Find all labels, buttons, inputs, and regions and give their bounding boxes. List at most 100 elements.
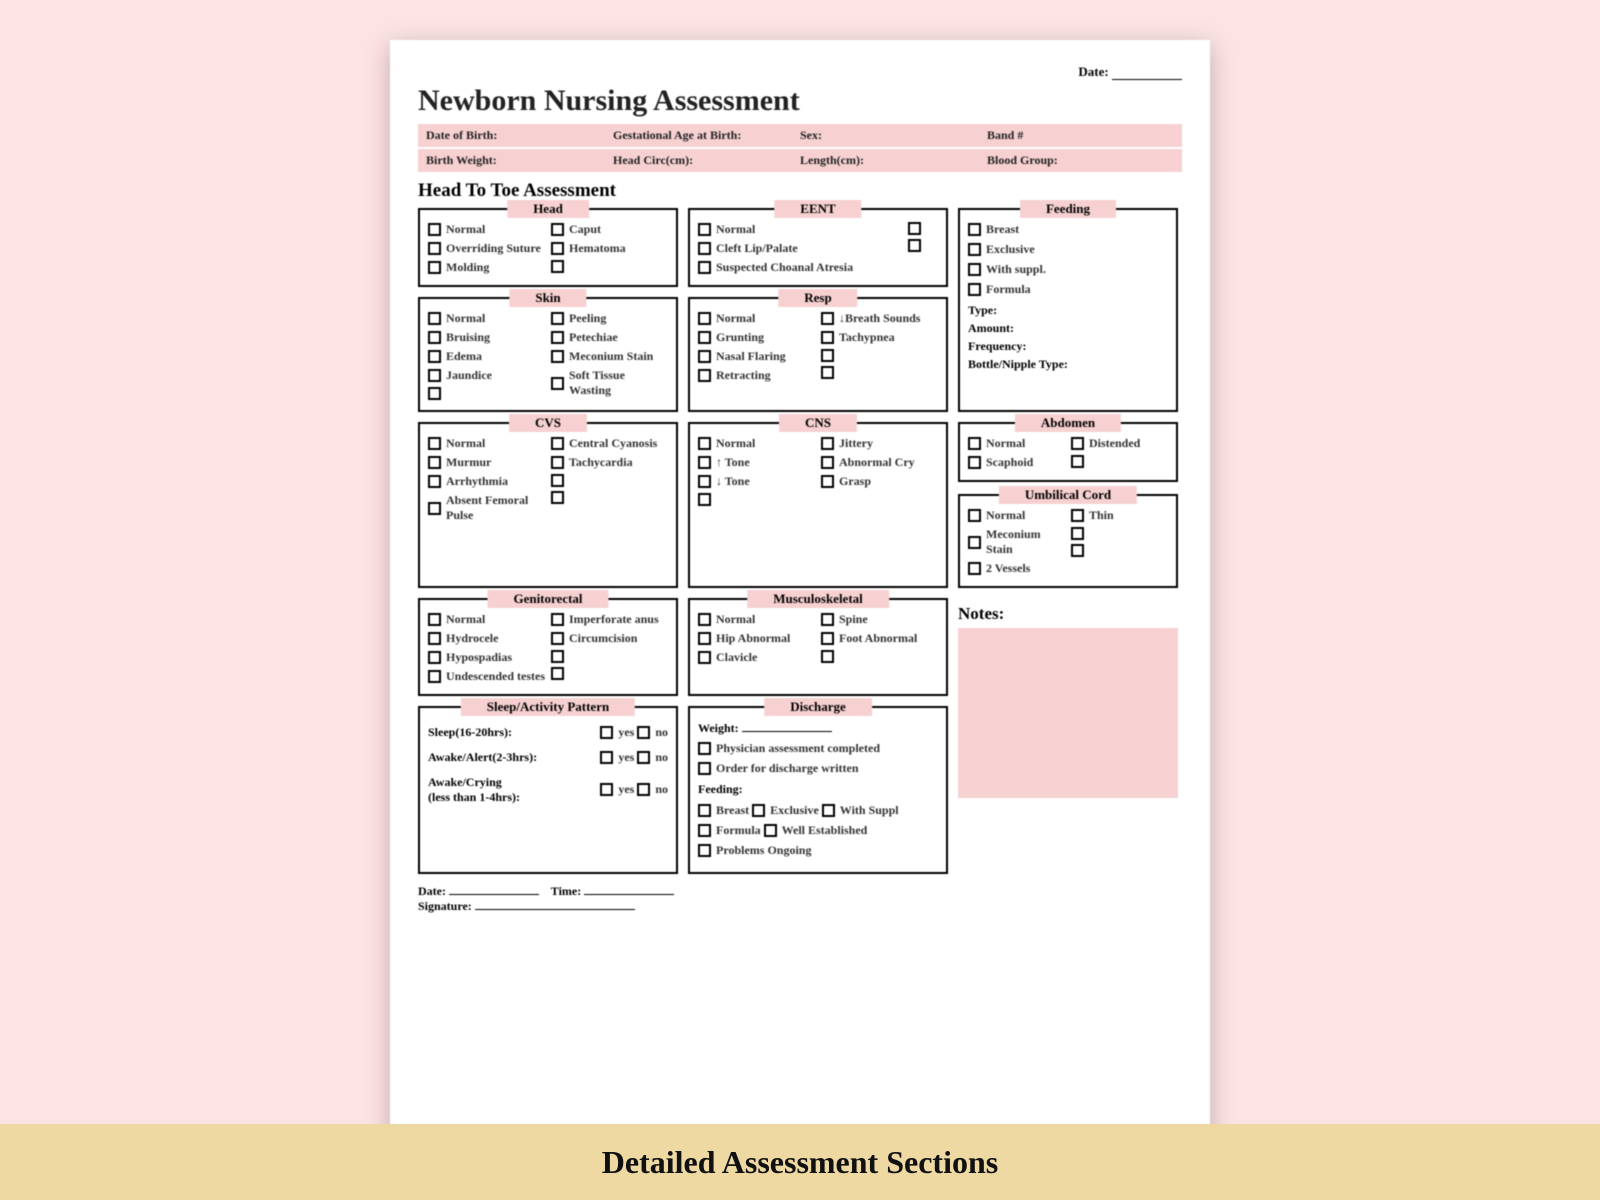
- info-hc: Head Circ(cm):: [613, 153, 800, 168]
- checkbox-item[interactable]: Normal: [698, 311, 815, 326]
- checkbox-item[interactable]: Formula: [968, 282, 1031, 297]
- checkbox-item[interactable]: Circumcision: [551, 631, 668, 646]
- checkbox-item[interactable]: Thin: [1071, 508, 1168, 523]
- box-sleep: Sleep/Activity Pattern Sleep(16-20hrs):y…: [418, 706, 678, 874]
- checkbox-item[interactable]: Arrhythmia: [428, 474, 545, 489]
- checkbox-item[interactable]: [908, 222, 938, 235]
- info-ga: Gestational Age at Birth:: [613, 128, 800, 143]
- checkbox-item[interactable]: With suppl.: [968, 262, 1046, 277]
- checkbox-item[interactable]: Normal: [428, 612, 545, 627]
- checkbox-item[interactable]: [551, 667, 668, 680]
- checkbox-item[interactable]: Grasp: [821, 474, 938, 489]
- checkbox-item[interactable]: Bruising: [428, 330, 545, 345]
- checkbox-item[interactable]: Peeling: [551, 311, 668, 326]
- info-sex: Sex:: [800, 128, 987, 143]
- checkbox-item[interactable]: Normal: [698, 612, 815, 627]
- checkbox-item[interactable]: Normal: [968, 508, 1065, 523]
- checkbox-item[interactable]: [551, 260, 668, 273]
- checkbox-item[interactable]: Overriding Suture: [428, 241, 545, 256]
- checkbox-item[interactable]: Breast: [698, 803, 749, 818]
- checkbox-item[interactable]: Exclusive: [752, 803, 819, 818]
- caption-bar: Detailed Assessment Sections: [0, 1124, 1600, 1200]
- checkbox-item[interactable]: Molding: [428, 260, 545, 275]
- checkbox-item[interactable]: Imperforate anus: [551, 612, 668, 627]
- checkbox-item[interactable]: Physician assessment completed: [698, 741, 880, 756]
- checkbox-item[interactable]: Normal: [428, 436, 545, 451]
- checkbox-item[interactable]: ↑ Tone: [698, 455, 815, 470]
- checkbox-item[interactable]: Normal: [428, 311, 545, 326]
- checkbox-item[interactable]: Retracting: [698, 368, 815, 383]
- checkbox-item[interactable]: Well Established: [764, 823, 868, 838]
- checkbox-item[interactable]: Hematoma: [551, 241, 668, 256]
- checkbox-item[interactable]: Normal: [428, 222, 545, 237]
- checkbox-item[interactable]: Cleft Lip/Palate: [698, 241, 902, 256]
- checkbox-item[interactable]: Order for discharge written: [698, 761, 859, 776]
- checkbox-item[interactable]: no: [637, 750, 668, 765]
- checkbox-item[interactable]: Spine: [821, 612, 938, 627]
- checkbox-item[interactable]: Undescended testes: [428, 669, 545, 684]
- checkbox-item[interactable]: 2 Vessels: [968, 561, 1065, 576]
- notes-area[interactable]: [958, 628, 1178, 798]
- checkbox-item[interactable]: [821, 366, 938, 379]
- checkbox-item[interactable]: Meconium Stain: [551, 349, 668, 364]
- checkbox-item[interactable]: Normal: [698, 436, 815, 451]
- checkbox-item[interactable]: Grunting: [698, 330, 815, 345]
- checkbox-item[interactable]: yes: [600, 750, 634, 765]
- checkbox-item[interactable]: yes: [600, 725, 634, 740]
- section-heading: Head To Toe Assessment: [418, 180, 1182, 202]
- checkbox-item[interactable]: Petechiae: [551, 330, 668, 345]
- checkbox-item[interactable]: Absent Femoral Pulse: [428, 493, 545, 523]
- checkbox-item[interactable]: [698, 493, 815, 506]
- checkbox-item[interactable]: Problems Ongoing: [698, 843, 811, 858]
- checkbox-item[interactable]: no: [637, 725, 668, 740]
- checkbox-item[interactable]: Abnormal Cry: [821, 455, 938, 470]
- checkbox-item[interactable]: ↓ Tone: [698, 474, 815, 489]
- checkbox-item[interactable]: Jaundice: [428, 368, 545, 383]
- checkbox-item[interactable]: Breast: [968, 222, 1019, 237]
- checkbox-item[interactable]: Edema: [428, 349, 545, 364]
- checkbox-item[interactable]: Central Cyanosis: [551, 436, 668, 451]
- checkbox-item[interactable]: Normal: [968, 436, 1065, 451]
- checkbox-item[interactable]: [1071, 544, 1168, 557]
- legend-head: Head: [507, 200, 589, 218]
- checkbox-item[interactable]: Scaphoid: [968, 455, 1065, 470]
- checkbox-item[interactable]: Soft Tissue Wasting: [551, 368, 668, 398]
- checkbox-item[interactable]: Suspected Choanal Atresia: [698, 260, 902, 275]
- checkbox-item[interactable]: Normal: [698, 222, 902, 237]
- checkbox-item[interactable]: Formula: [698, 823, 761, 838]
- checkbox-item[interactable]: Distended: [1071, 436, 1168, 451]
- checkbox-item[interactable]: Hydrocele: [428, 631, 545, 646]
- checkbox-item[interactable]: [821, 650, 938, 663]
- checkbox-item[interactable]: ↓Breath Sounds: [821, 311, 938, 326]
- checkbox-item[interactable]: Hip Abnormal: [698, 631, 815, 646]
- checkbox-item[interactable]: [1071, 455, 1168, 468]
- checkbox-item[interactable]: Clavicle: [698, 650, 815, 665]
- sig-signature: Signature:: [418, 899, 472, 913]
- checkbox-item[interactable]: [1071, 527, 1168, 540]
- checkbox-item[interactable]: Foot Abnormal: [821, 631, 938, 646]
- checkbox-item[interactable]: Tachypnea: [821, 330, 938, 345]
- checkbox-item[interactable]: [908, 239, 938, 252]
- legend-msk: Musculoskeletal: [747, 590, 889, 608]
- checkbox-item[interactable]: [551, 650, 668, 663]
- assessment-page: Date: Newborn Nursing Assessment Date of…: [390, 40, 1210, 1160]
- box-discharge: Discharge Weight: Physician assessment c…: [688, 706, 948, 874]
- checkbox-item[interactable]: Murmur: [428, 455, 545, 470]
- checkbox-item[interactable]: Exclusive: [968, 242, 1035, 257]
- checkbox-item[interactable]: [551, 474, 668, 487]
- checkbox-item[interactable]: [821, 349, 938, 362]
- legend-discharge: Discharge: [764, 698, 872, 716]
- checkbox-item[interactable]: Nasal Flaring: [698, 349, 815, 364]
- checkbox-item[interactable]: With Suppl: [822, 803, 899, 818]
- discharge-feeding-label: Feeding:: [698, 782, 743, 797]
- checkbox-item[interactable]: Meconium Stain: [968, 527, 1065, 557]
- checkbox-item[interactable]: [551, 491, 668, 504]
- checkbox-item[interactable]: Tachycardia: [551, 455, 668, 470]
- checkbox-item[interactable]: yes: [600, 782, 634, 797]
- box-umbilical: Umbilical Cord NormalMeconium Stain2 Ves…: [958, 494, 1178, 588]
- checkbox-item[interactable]: Caput: [551, 222, 668, 237]
- checkbox-item[interactable]: Hypospadias: [428, 650, 545, 665]
- checkbox-item[interactable]: no: [637, 782, 668, 797]
- checkbox-item[interactable]: Jittery: [821, 436, 938, 451]
- checkbox-item[interactable]: [428, 387, 545, 400]
